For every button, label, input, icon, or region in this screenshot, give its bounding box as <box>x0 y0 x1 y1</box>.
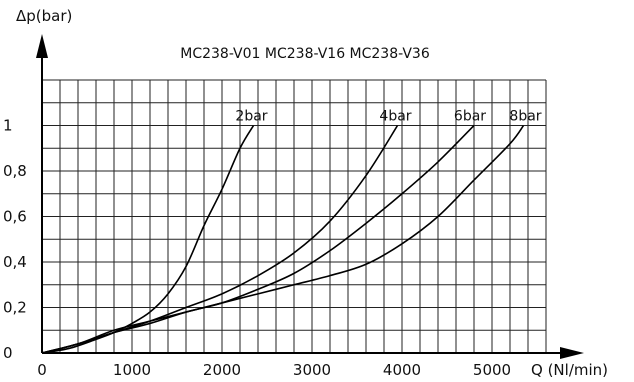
x-tick-label: 2000 <box>203 361 241 379</box>
series-label-2bar: 2bar <box>235 109 267 125</box>
x-tick-label: 3000 <box>293 361 331 379</box>
x-axis-label: Q (Nl/min) <box>531 361 608 379</box>
x-tick-label: 0 <box>37 361 47 379</box>
y-tick-label: 0,4 <box>3 253 27 271</box>
y-tick-label: 0 <box>3 344 13 362</box>
y-tick-label: 0,6 <box>3 208 27 226</box>
series-group: 2bar 4bar 6bar 8bar <box>41 109 542 354</box>
series-line-8bar <box>41 125 525 354</box>
x-tick-label: 5000 <box>473 361 511 379</box>
x-axis-arrow <box>560 347 584 359</box>
x-tick-label: 4000 <box>383 361 421 379</box>
y-tick-label: 1 <box>3 117 13 135</box>
series-label-4bar: 4bar <box>379 109 411 125</box>
series-line-2bar <box>41 125 255 354</box>
x-tick-label: 1000 <box>113 361 151 379</box>
series-label-6bar: 6bar <box>454 109 486 125</box>
y-axis-label: Δp(bar) <box>16 7 72 25</box>
chart-title: MC238-V01 MC238-V16 MC238-V36 <box>180 46 430 62</box>
series-label-8bar: 8bar <box>509 109 541 125</box>
grid <box>41 79 547 354</box>
y-axis-arrow <box>36 34 48 58</box>
y-tick-label: 0,8 <box>3 162 27 180</box>
axes <box>36 34 584 359</box>
series-line-6bar <box>41 124 475 354</box>
tick-labels: 0 1000 2000 3000 4000 5000 0 0,2 0,4 0,6 0,8 1 <box>3 117 511 380</box>
y-tick-label: 0,2 <box>3 299 27 317</box>
